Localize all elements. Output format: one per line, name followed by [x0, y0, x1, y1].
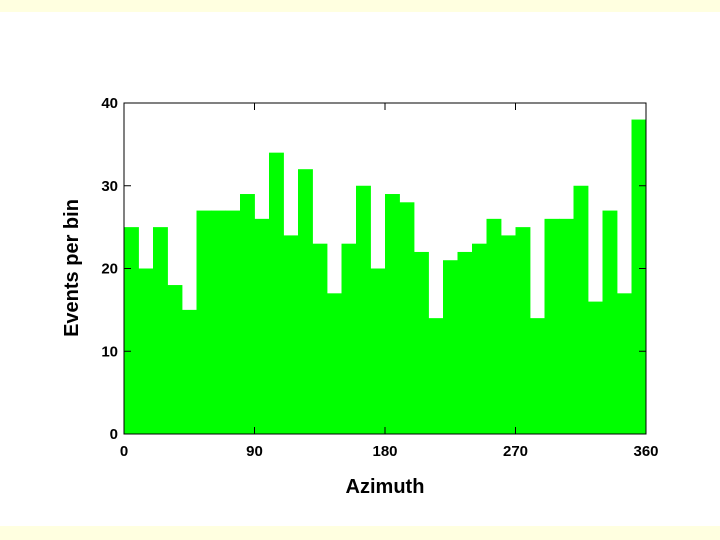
y-axis-label: Events per bin [61, 199, 83, 337]
bar [443, 260, 458, 434]
bar [559, 218, 574, 434]
bar [501, 235, 516, 434]
x-tick-label: 360 [633, 443, 658, 460]
bar [138, 268, 154, 434]
x-tick-label: 0 [120, 443, 128, 460]
x-tick-label: 180 [372, 443, 397, 460]
bar [428, 318, 444, 434]
bar [298, 169, 313, 434]
bar [370, 268, 386, 434]
x-tick-label: 90 [246, 443, 263, 460]
bar [385, 194, 400, 434]
bar [515, 227, 531, 434]
y-tick-label: 10 [101, 343, 118, 360]
bar [573, 185, 589, 434]
bar [225, 210, 241, 434]
bar [588, 301, 603, 434]
bar [457, 251, 473, 434]
bar [283, 235, 299, 434]
bar [631, 119, 647, 435]
bar [472, 243, 487, 434]
bar [544, 218, 560, 434]
bar [196, 210, 212, 434]
bar [356, 185, 371, 434]
bar [182, 309, 197, 434]
bar [414, 251, 429, 434]
x-tick-label: 270 [503, 443, 528, 460]
bar [341, 243, 357, 434]
bar [327, 293, 342, 434]
bar [240, 194, 255, 434]
bar [617, 293, 632, 434]
y-tick-label: 0 [110, 426, 118, 443]
bar [269, 152, 284, 434]
bar [124, 227, 139, 434]
y-tick-label: 30 [101, 178, 118, 195]
bar [153, 227, 168, 434]
bar [486, 218, 502, 434]
bar [530, 318, 545, 434]
y-tick-label: 20 [101, 261, 118, 278]
bar [254, 218, 270, 434]
bar [211, 210, 226, 434]
bar [167, 285, 183, 434]
bar [399, 202, 415, 434]
bar [312, 243, 328, 434]
bar [602, 210, 618, 434]
y-tick-label: 40 [101, 95, 118, 112]
x-axis-label: Azimuth [346, 476, 425, 498]
